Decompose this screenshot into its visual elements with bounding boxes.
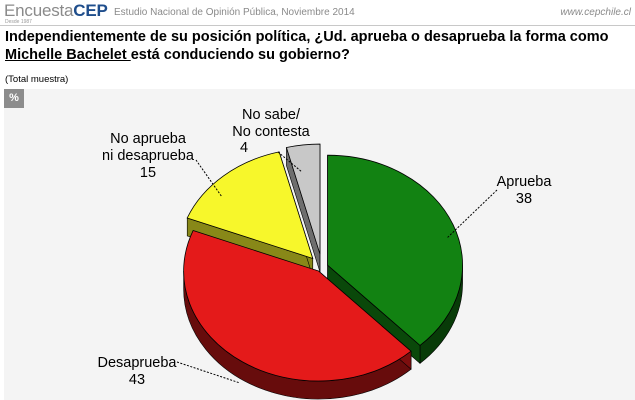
pie-slice-no-aprueba-ni-desaprueba [186, 151, 314, 260]
header-divider [0, 25, 635, 26]
pie-slice-aprueba [327, 154, 463, 346]
leader-neutral [195, 159, 223, 198]
value-nosabe: 4 [240, 140, 248, 156]
sample-note: (Total muestra) [5, 74, 69, 85]
label-neutral-line-1: No aprueba [110, 131, 187, 147]
header: EncuestaCEP Desde 1987 Estudio Nacional … [0, 0, 635, 25]
label-nosabe-line-2: No contesta [232, 124, 310, 140]
brand-since: Desde 1987 [5, 19, 32, 25]
question-line-2-rest: está conduciendo su gobierno? [130, 47, 350, 63]
pie-slice-no-sabe-no-contesta [285, 143, 321, 255]
question-line-1: Independientemente de su posición políti… [5, 29, 609, 45]
question-text: Independientemente de su posición políti… [5, 28, 625, 64]
brand-accent: CEP [73, 1, 108, 20]
value-neutral: 15 [140, 165, 156, 181]
percent-badge: % [4, 89, 24, 108]
pie-slice-desaprueba [183, 230, 412, 382]
label-neutral-line-2: ni desaprueba [102, 148, 195, 164]
label-aprueba: Aprueba [497, 174, 553, 190]
website-url: www.cepchile.cl [560, 7, 631, 18]
leader-aprueba [446, 189, 498, 239]
value-aprueba: 38 [516, 191, 532, 207]
question-name-underlined: Michelle Bachelet [5, 47, 131, 63]
brand-main: Encuesta [4, 1, 74, 20]
leader-desaprueba [176, 361, 241, 384]
question-line-2: Michelle Bachelet está conduciendo su go… [5, 46, 625, 64]
brand-logo: EncuestaCEP [4, 1, 108, 21]
study-title: Estudio Nacional de Opinión Pública, Nov… [114, 7, 355, 18]
label-desaprueba: Desaprueba [98, 355, 178, 371]
label-nosabe-line-1: No sabe/ [242, 107, 301, 123]
leader-nosabe [277, 151, 303, 173]
value-desaprueba: 43 [129, 372, 145, 388]
